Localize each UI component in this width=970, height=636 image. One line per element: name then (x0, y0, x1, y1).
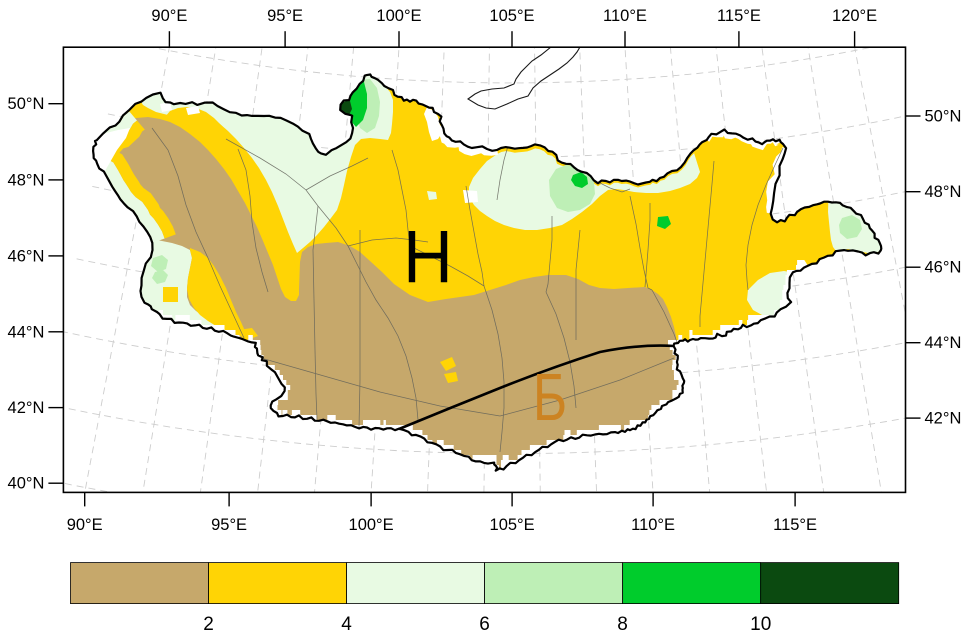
svg-text:46°N: 46°N (8, 247, 45, 265)
svg-text:95°E: 95°E (267, 7, 303, 25)
svg-text:44°N: 44°N (8, 323, 45, 341)
svg-text:48°N: 48°N (925, 183, 962, 201)
svg-text:4: 4 (341, 614, 352, 635)
svg-text:90°E: 90°E (67, 516, 103, 534)
svg-text:Н: Н (403, 216, 453, 299)
svg-text:42°N: 42°N (925, 410, 962, 428)
svg-text:90°E: 90°E (151, 7, 187, 25)
svg-text:120°E: 120°E (832, 7, 877, 25)
svg-text:Б: Б (533, 360, 567, 435)
svg-text:44°N: 44°N (925, 334, 962, 352)
svg-text:40°N: 40°N (8, 475, 45, 493)
svg-text:8: 8 (617, 614, 628, 635)
svg-text:2: 2 (203, 614, 214, 635)
svg-text:50°N: 50°N (8, 95, 45, 113)
svg-text:115°E: 115°E (717, 7, 761, 25)
svg-text:105°E: 105°E (490, 516, 535, 534)
svg-text:100°E: 100°E (376, 7, 421, 25)
svg-text:42°N: 42°N (8, 399, 45, 417)
svg-text:115°E: 115°E (773, 516, 817, 534)
svg-text:110°E: 110°E (631, 516, 675, 534)
svg-text:6: 6 (479, 614, 490, 635)
svg-text:100°E: 100°E (349, 516, 394, 534)
svg-text:95°E: 95°E (211, 516, 247, 534)
svg-text:10: 10 (750, 614, 771, 635)
svg-text:50°N: 50°N (925, 108, 962, 126)
svg-text:48°N: 48°N (8, 171, 45, 189)
svg-text:46°N: 46°N (925, 259, 962, 277)
svg-text:105°E: 105°E (489, 7, 534, 25)
svg-text:110°E: 110°E (603, 7, 647, 25)
